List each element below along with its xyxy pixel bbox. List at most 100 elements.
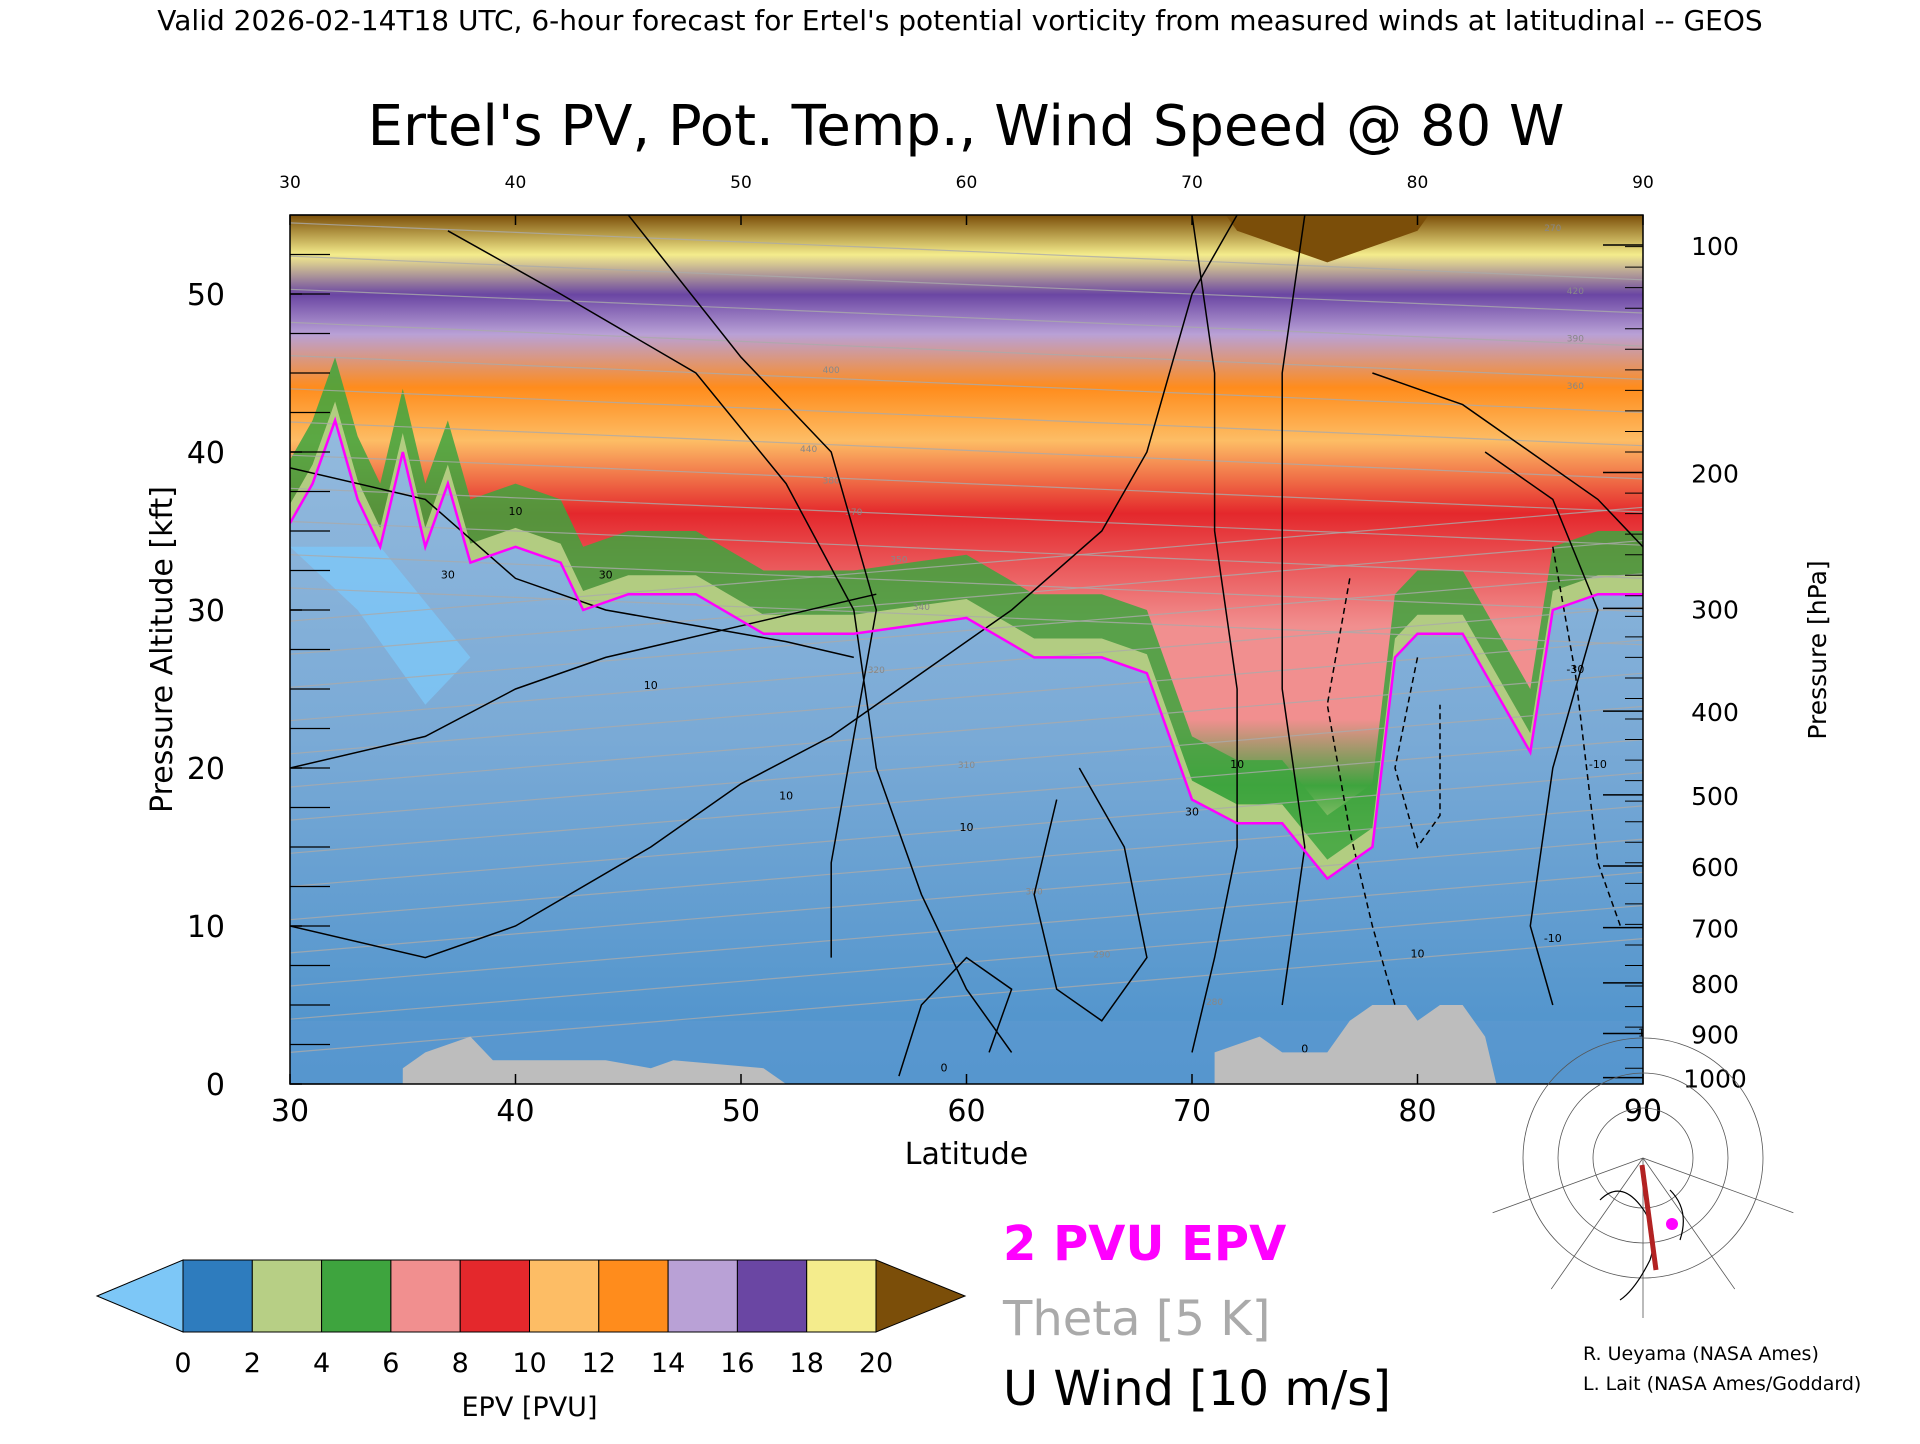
theta-contour <box>290 487 1643 546</box>
x-axis-label: Latitude <box>905 1137 1028 1172</box>
x-tick-label: 30 <box>271 1094 309 1129</box>
wind-contour-label: 0 <box>1301 1042 1308 1055</box>
top-tick-label: 30 <box>279 173 301 193</box>
over-range-patch <box>1225 215 1429 263</box>
theta-label: 340 <box>913 603 930 613</box>
y-tick-label: 30 <box>187 594 225 629</box>
theta-contour <box>290 871 1643 987</box>
inset-meridian <box>1492 1157 1644 1214</box>
wind-contour-label: 0 <box>940 1061 947 1074</box>
colorbar-segment <box>182 1259 253 1333</box>
wind-contour <box>1281 215 1306 1006</box>
wind-contour <box>290 215 1238 959</box>
y-tick-label: 50 <box>187 278 225 313</box>
x-tick-label: 50 <box>722 1094 760 1129</box>
theta-contour <box>290 772 1643 888</box>
wind-contour <box>1372 372 1643 548</box>
top-tick-label: 60 <box>956 173 978 193</box>
x-tick-label: 80 <box>1398 1094 1436 1129</box>
theta-label: 360 <box>1567 382 1584 392</box>
colorbar-under-arrow <box>95 1259 184 1333</box>
wind-contour-label: -30 <box>1566 663 1584 676</box>
legend-entry: U Wind [10 m/s] <box>1003 1361 1391 1417</box>
theta-contour <box>290 606 1643 722</box>
top-tick-label: 90 <box>1632 173 1654 193</box>
top-tick-label: 70 <box>1181 173 1203 193</box>
theta-contour <box>290 388 1643 447</box>
pressure-axis-label: Pressure [hPa] <box>1803 560 1832 739</box>
theta-label: 280 <box>1206 998 1223 1008</box>
wind-contour <box>1191 215 1238 1053</box>
inset-location-marker <box>1666 1218 1678 1230</box>
theta-contour <box>290 421 1643 480</box>
wind-contour-label: 10 <box>960 821 974 834</box>
y-tick-label: 0 <box>206 1068 225 1103</box>
colorbar-segment <box>806 1259 877 1333</box>
pressure-tick-label: 700 <box>1691 915 1739 944</box>
pressure-tick-label: 200 <box>1691 460 1739 489</box>
inset-credit-1: R. Ueyama (NASA Ames) <box>1583 1343 1819 1365</box>
colorbar-segment <box>598 1259 669 1333</box>
theta-contour <box>290 672 1643 788</box>
theta-contour <box>290 938 1643 1053</box>
inset-transect-line <box>1639 1164 1659 1271</box>
colorbar-tick-label: 16 <box>720 1348 754 1379</box>
top-tick-label: 50 <box>730 173 752 193</box>
colorbar-tick-label: 12 <box>582 1348 616 1379</box>
inset-credit-2: L. Lait (NASA Ames/Goddard) <box>1583 1373 1861 1395</box>
theta-contour <box>290 255 1643 314</box>
y-tick-label: 20 <box>187 752 225 787</box>
wind-contour <box>1033 767 1148 1022</box>
wind-contour-label: -10 <box>1544 932 1562 945</box>
pressure-tick-label: 300 <box>1691 595 1739 624</box>
theta-label: 350 <box>890 556 907 566</box>
theta-label: 420 <box>1567 287 1584 297</box>
pressure-tick-label: 800 <box>1691 970 1739 999</box>
terrain-fill <box>402 1005 1497 1084</box>
theta-label: 290 <box>1093 951 1110 961</box>
theta-contour <box>290 838 1643 954</box>
theta-contour <box>290 573 1643 688</box>
legend-entry: Theta [5 K] <box>1002 1291 1271 1347</box>
wind-contour-label: 10 <box>779 790 793 803</box>
chart-title: Ertel's PV, Pot. Temp., Wind Speed @ 80 … <box>368 94 1565 159</box>
colorbar-tick-label: 10 <box>512 1348 546 1379</box>
theta-contour <box>290 222 1643 281</box>
wind-contour-negative <box>1394 657 1441 849</box>
wind-contour <box>1484 451 1599 1006</box>
wind-contour <box>898 956 1013 1077</box>
pressure-tick-label: 1000 <box>1683 1065 1747 1094</box>
stratosphere-fill <box>290 215 1643 879</box>
legend: 2 PVU EPV Theta [5 K] U Wind [10 m/s] <box>1002 1216 1391 1417</box>
wind-contour-label: 10 <box>1411 948 1425 961</box>
y-tick-label: 10 <box>187 910 225 945</box>
colorbar-segment <box>529 1259 600 1333</box>
top-tick-label: 40 <box>505 173 527 193</box>
theta-contour <box>290 355 1643 414</box>
colorbar-tick-label: 14 <box>651 1348 685 1379</box>
tropopause-2pvu-line <box>290 416 1643 881</box>
theta-label: 320 <box>868 666 885 676</box>
under-range-patch <box>290 546 471 705</box>
wind-contour-label: 10 <box>644 679 658 692</box>
colorbar-segment <box>321 1259 392 1333</box>
inset-meridian <box>1642 1157 1736 1290</box>
x-tick-label: 40 <box>496 1094 534 1129</box>
theta-label: 370 <box>845 508 862 518</box>
legend-entry: 2 PVU EPV <box>1003 1216 1286 1272</box>
wind-contour-negative <box>1552 546 1622 927</box>
colorbar-segment <box>667 1259 738 1333</box>
pressure-tick-label: 500 <box>1691 782 1739 811</box>
y-tick-label: 40 <box>187 436 225 471</box>
theta-contour <box>290 454 1643 513</box>
pressure-tick-label: 400 <box>1691 698 1739 727</box>
theta-label: 390 <box>1567 334 1584 344</box>
theta-contour <box>290 520 1643 579</box>
colorbar-tick-label: 6 <box>382 1348 399 1379</box>
x-tick-label: 60 <box>947 1094 985 1129</box>
wind-contour-label: 10 <box>1230 758 1244 771</box>
x-tick-label: 90 <box>1624 1094 1662 1129</box>
theta-label: 400 <box>823 366 840 376</box>
